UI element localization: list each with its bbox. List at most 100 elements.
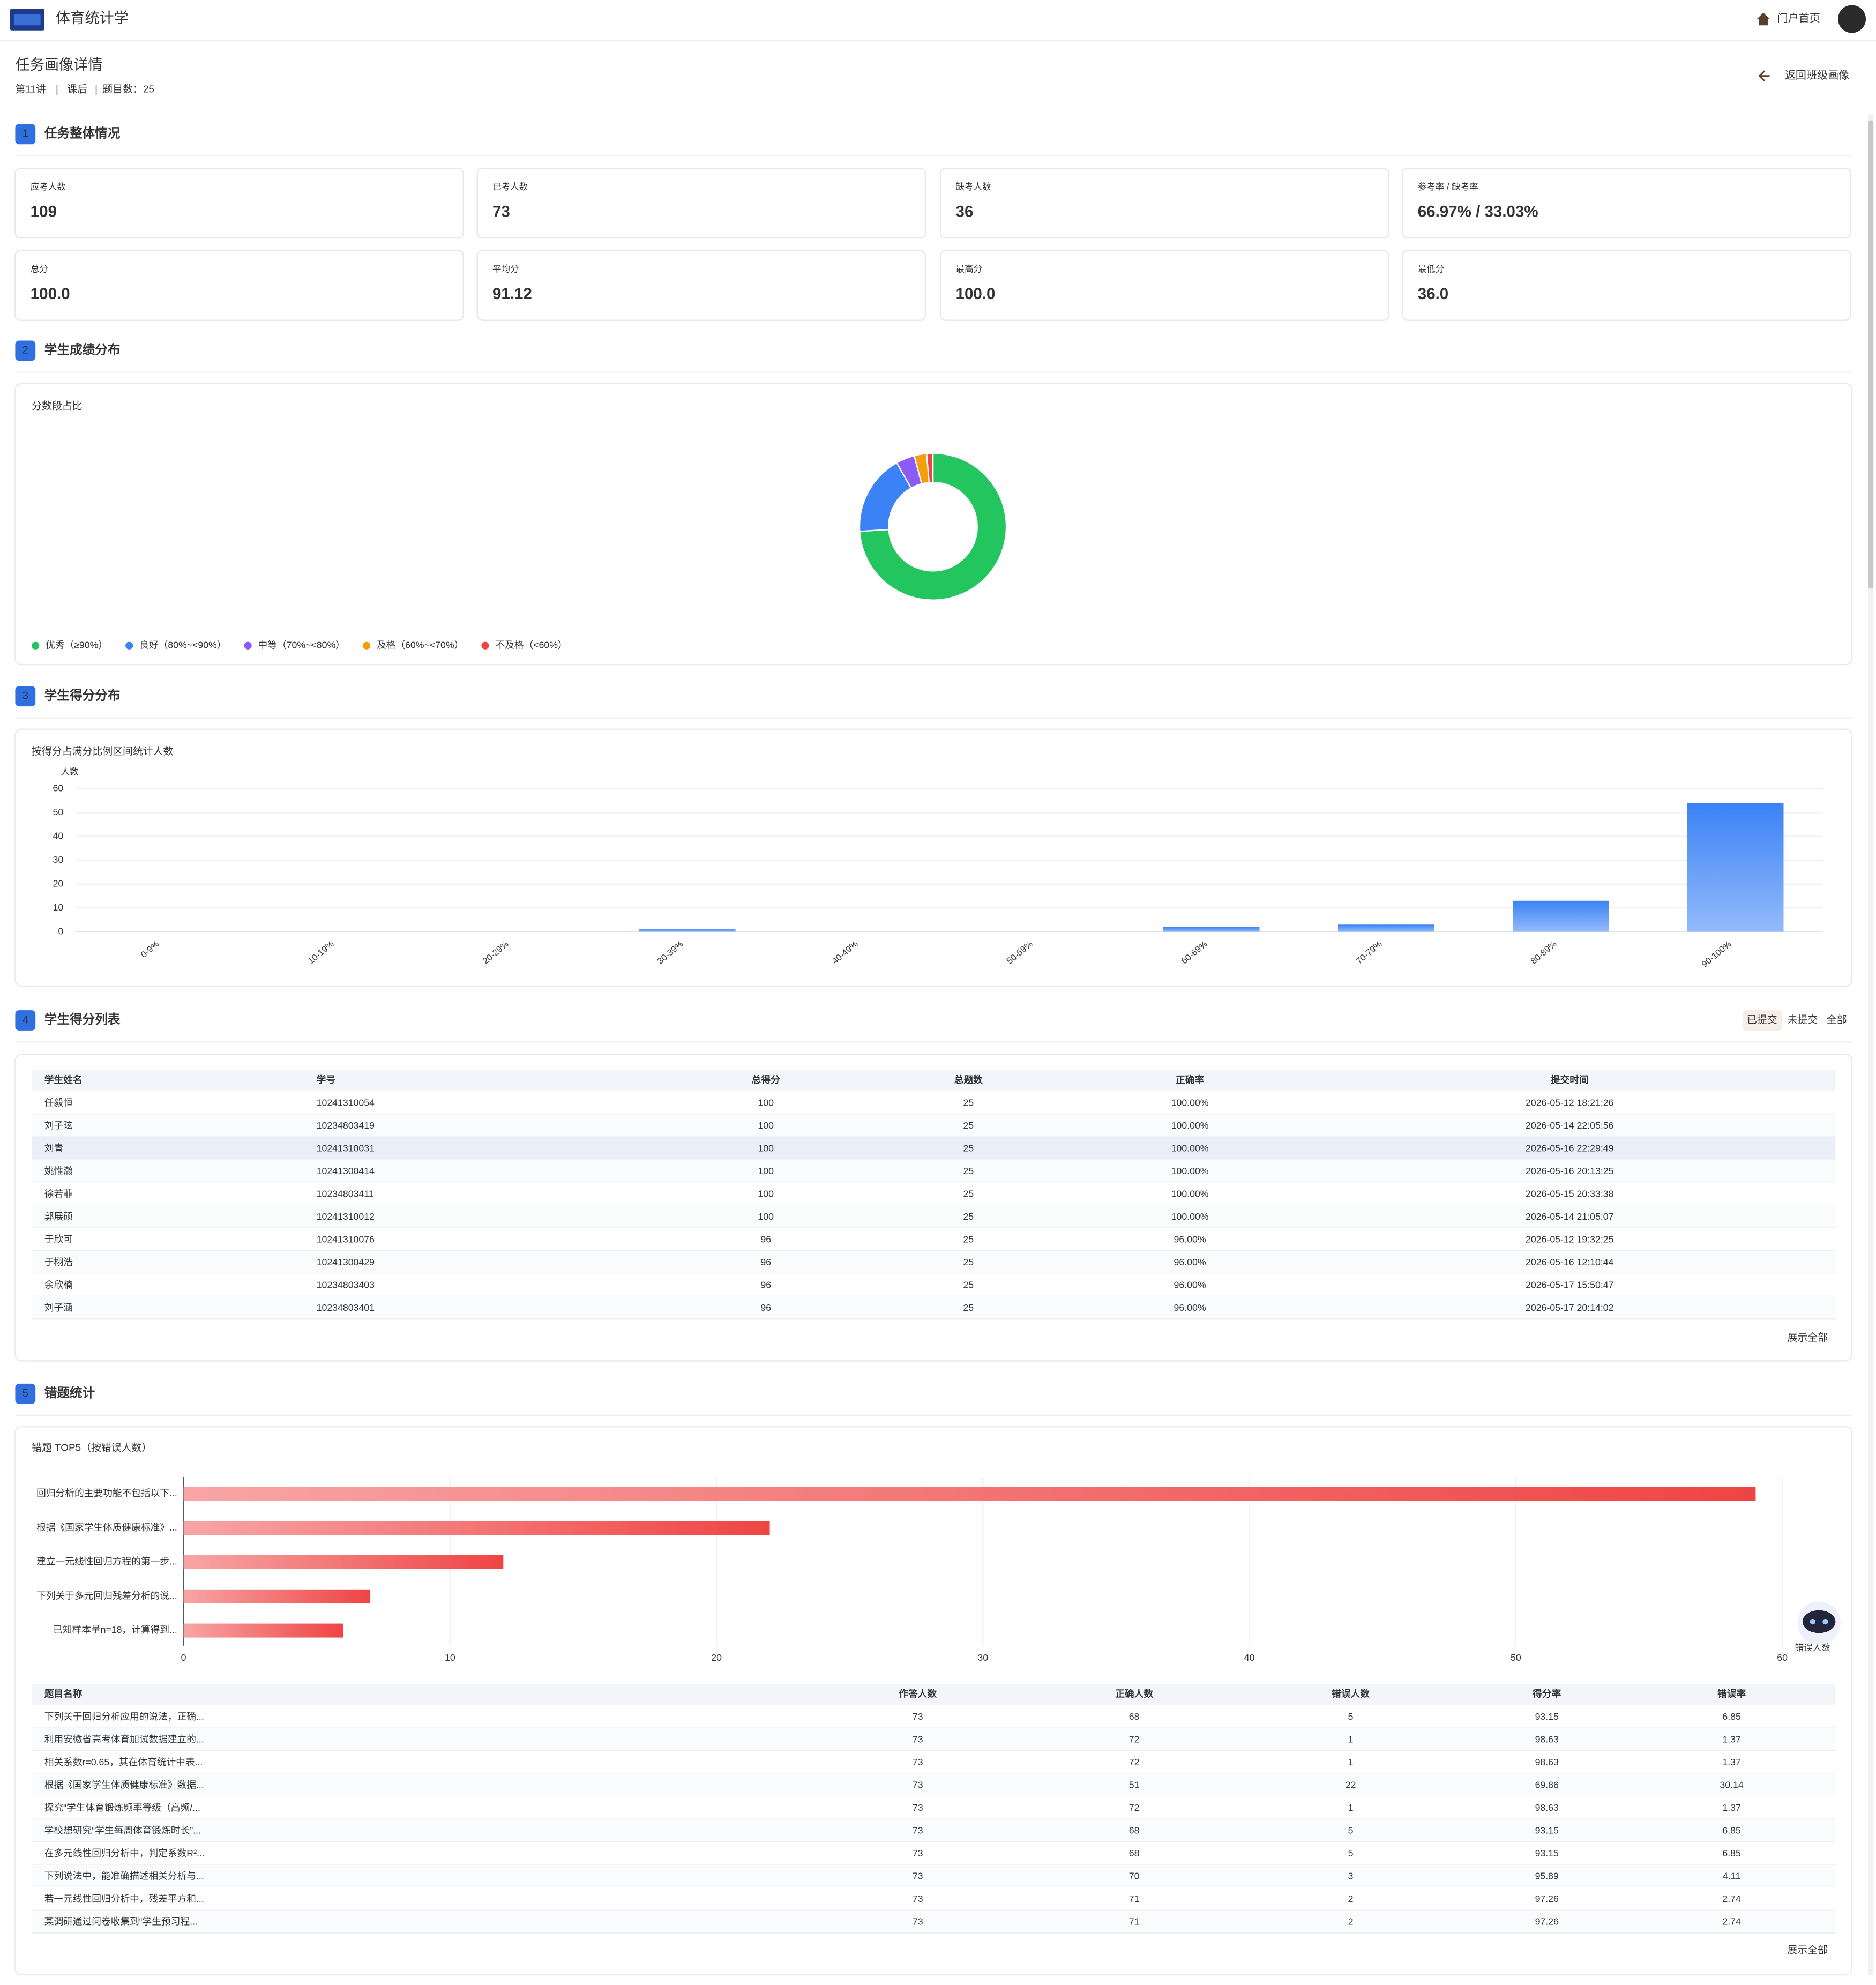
table-cell: 25 (963, 1166, 974, 1176)
table-cell: 73 (913, 1734, 923, 1745)
section-title: 学生得分分布 (44, 688, 121, 703)
table-cell: 100 (758, 1143, 774, 1153)
bar (183, 1521, 770, 1535)
table-row[interactable] (32, 1773, 1836, 1797)
table-cell: 若一元线性回归分析中，残差平方和... (44, 1893, 204, 1904)
table-row[interactable] (32, 1228, 1836, 1251)
table-cell: 10241300429 (317, 1257, 375, 1267)
stat-value: 109 (31, 203, 57, 221)
table-cell: 71 (1129, 1893, 1140, 1904)
table-cell: 73 (913, 1916, 923, 1927)
filter-tab[interactable]: 未提交 (1788, 1014, 1818, 1026)
table-row[interactable] (32, 1205, 1836, 1228)
table-row[interactable] (32, 1182, 1836, 1205)
back-link[interactable]: 返回班级画像 (1785, 69, 1849, 81)
table-row[interactable] (32, 1750, 1836, 1774)
table-cell: 1.37 (1722, 1802, 1740, 1813)
avatar[interactable] (1838, 5, 1866, 33)
stat-value: 100.0 (31, 285, 70, 303)
table-cell: 5 (1348, 1711, 1354, 1722)
table-cell: 10241300414 (317, 1166, 375, 1176)
y-tick-label: 下列关于多元回归残差分析的说... (36, 1590, 177, 1601)
y-tick-label: 60 (53, 782, 63, 793)
table-row[interactable] (32, 1910, 1836, 1934)
table-cell: 25 (963, 1211, 974, 1222)
table-cell: 1 (1348, 1757, 1354, 1767)
table-header-cell: 学号 (317, 1074, 335, 1085)
table-cell: 2026-05-14 22:05:56 (1526, 1120, 1614, 1131)
table-row[interactable] (32, 1159, 1836, 1183)
table-cell: 100.00% (1171, 1097, 1209, 1108)
table-row[interactable] (32, 1864, 1836, 1888)
table-cell: 2 (1348, 1893, 1354, 1904)
section-title: 错题统计 (44, 1385, 95, 1400)
table-cell: 相关系数r=0.65，其在体育统计中表... (44, 1757, 203, 1767)
section-badge (15, 1010, 36, 1031)
table-cell: 2026-05-17 15:50:47 (1526, 1280, 1613, 1290)
table-row[interactable] (32, 1137, 1836, 1160)
table-row[interactable] (32, 1796, 1836, 1819)
table-cell: 93.15 (1535, 1711, 1559, 1722)
stat-label: 缺考人数 (956, 182, 992, 192)
table-row[interactable] (32, 1273, 1836, 1296)
table-header-cell: 错误率 (1717, 1688, 1746, 1699)
assistant-robot[interactable] (1797, 1601, 1841, 1645)
back-arrow[interactable] (1758, 70, 1770, 82)
table-row[interactable] (32, 1887, 1836, 1911)
nav-home[interactable]: 门户首页 (1777, 12, 1820, 25)
table-cell: 100.00% (1171, 1120, 1209, 1131)
table-cell: 25 (963, 1234, 974, 1244)
stat-card (1402, 250, 1851, 321)
table-cell: 25 (963, 1120, 974, 1131)
table-row[interactable] (32, 1091, 1836, 1114)
table-row[interactable] (32, 1842, 1836, 1865)
filter-tab[interactable]: 已提交 (1747, 1014, 1777, 1026)
table-row[interactable] (32, 1114, 1836, 1137)
x-axis-label: 错误人数 (1795, 1643, 1831, 1653)
show-all-link[interactable]: 展示全部 (1788, 1944, 1828, 1956)
stat-card (1402, 167, 1851, 239)
table-row[interactable] (32, 1728, 1836, 1751)
page-meta: 课后 (67, 84, 87, 95)
table-cell: 73 (913, 1780, 923, 1790)
table-cell: 2026-05-12 18:21:26 (1526, 1097, 1614, 1108)
show-all-link[interactable]: 展示全部 (1788, 1332, 1828, 1344)
table-cell: 刘子涵 (44, 1302, 73, 1313)
app-title: 体育统计学 (56, 10, 129, 26)
scrollbar-thumb[interactable] (1868, 120, 1874, 589)
table-cell: 4.11 (1723, 1871, 1740, 1882)
table-header-cell: 提交时间 (1551, 1074, 1589, 1085)
table-cell: 刘青 (44, 1143, 63, 1153)
table-cell: 2026-05-15 20:33:38 (1526, 1188, 1614, 1199)
pie-slice (925, 452, 934, 483)
stat-value: 36.0 (1418, 285, 1448, 303)
chart-title: 错题 TOP5（按错误人数） (32, 1442, 152, 1453)
table-cell: 10241310031 (317, 1143, 375, 1153)
table-cell: 姚惟瀚 (44, 1166, 73, 1176)
table-cell: 72 (1129, 1757, 1140, 1767)
x-tick-label: 40 (1244, 1652, 1255, 1663)
filter-tab[interactable]: 全部 (1827, 1014, 1847, 1026)
table-cell: 68 (1129, 1848, 1140, 1859)
table-row[interactable] (32, 1296, 1836, 1319)
bar (1512, 900, 1609, 932)
legend-label: 优秀（≥90%） (46, 639, 108, 650)
table-cell: 10241310012 (317, 1211, 375, 1222)
table-row[interactable] (32, 1705, 1836, 1728)
y-tick-label: 50 (53, 807, 63, 817)
table-cell: 10234803419 (317, 1120, 375, 1131)
x-tick-label: 10 (445, 1652, 455, 1663)
table-header-cell: 题目名称 (44, 1688, 83, 1699)
section-badge (15, 1383, 36, 1404)
table-cell: 72 (1129, 1734, 1140, 1745)
table-cell: 10234803401 (317, 1302, 375, 1313)
table-cell: 10234803403 (317, 1280, 375, 1290)
table-row[interactable] (32, 1250, 1836, 1274)
home-icon[interactable] (1757, 12, 1770, 26)
table-row[interactable] (32, 1819, 1836, 1842)
table-cell: 100 (758, 1211, 774, 1222)
stat-card (940, 250, 1389, 321)
y-axis-label: 人数 (61, 766, 79, 777)
